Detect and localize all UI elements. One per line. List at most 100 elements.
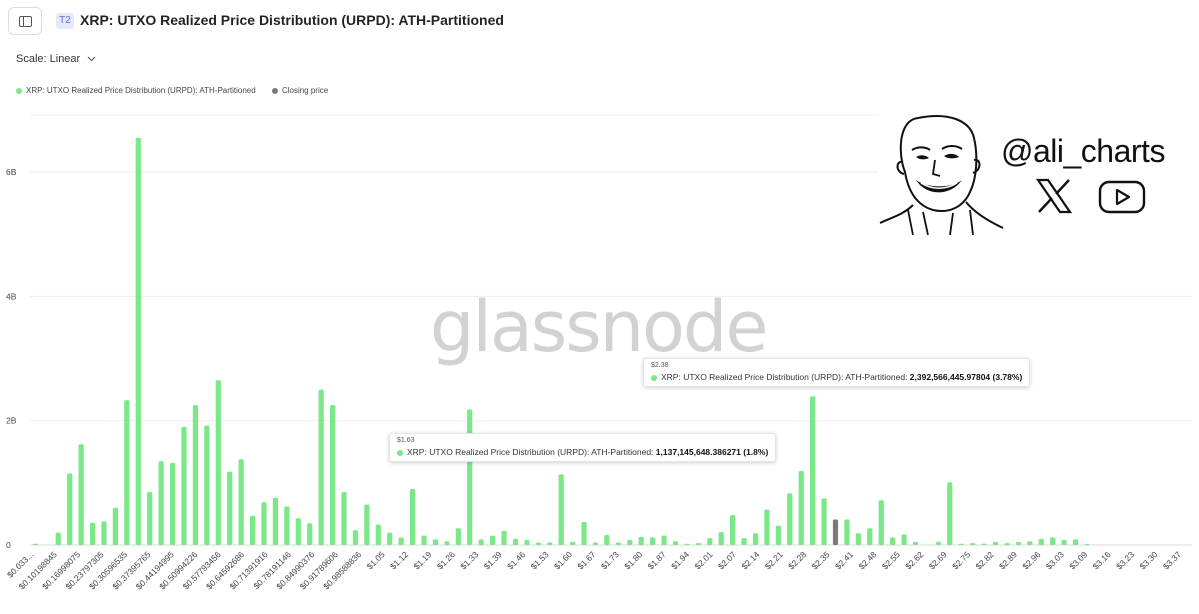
x-tick-label: $2.75 xyxy=(950,549,972,571)
urpd-bar xyxy=(730,515,736,545)
urpd-bar xyxy=(192,405,199,545)
closing-price-bar xyxy=(832,519,839,545)
urpd-bar xyxy=(570,541,576,545)
x-tick-label: $2.21 xyxy=(763,549,785,571)
urpd-chart: 02B4B6B$0.033...$0.10198845$0.16998075$0… xyxy=(5,114,1192,592)
y-tick-label: 4B xyxy=(6,291,17,301)
x-tick-label: $1.19 xyxy=(411,549,433,571)
urpd-bar xyxy=(1027,541,1033,545)
x-tick-label: $2.35 xyxy=(810,549,832,571)
urpd-bar xyxy=(890,537,896,545)
urpd-bar xyxy=(512,538,519,545)
urpd-bar xyxy=(787,493,793,545)
ali-charts-logo xyxy=(878,110,1199,235)
x-tick-label: $2.69 xyxy=(927,549,949,571)
tooltip-hover-bar: $1.63 XRP: UTXO Realized Price Distribut… xyxy=(389,433,777,462)
tooltip-value: 2,392,566,445.97804 (3.78%) xyxy=(909,372,1023,382)
sidebar-panel-icon xyxy=(19,16,32,27)
x-tick-label: $3.09 xyxy=(1067,549,1089,571)
urpd-bar xyxy=(558,474,564,545)
x-tick-label: $2.89 xyxy=(997,549,1019,571)
y-tick-label: 6B xyxy=(6,167,17,177)
urpd-bar xyxy=(284,506,290,545)
urpd-bar xyxy=(387,532,393,545)
tooltip-price: $2.38 xyxy=(651,362,669,369)
urpd-bar xyxy=(718,531,724,545)
urpd-bar xyxy=(775,525,781,545)
tooltip-swatch xyxy=(397,449,403,456)
urpd-bar xyxy=(912,541,919,545)
urpd-bar xyxy=(421,535,427,545)
x-tick-label: $2.14 xyxy=(739,549,761,571)
urpd-bar xyxy=(204,425,210,545)
x-tick-label: $1.73 xyxy=(599,549,621,571)
urpd-bar xyxy=(638,536,644,545)
urpd-bar xyxy=(604,535,610,545)
tooltip-swatch xyxy=(651,374,657,381)
urpd-bar xyxy=(158,461,164,545)
urpd-bar xyxy=(329,405,336,545)
tooltip-price: $1.63 xyxy=(397,437,415,444)
urpd-bar xyxy=(581,521,587,545)
urpd-bar xyxy=(764,509,770,545)
x-tick-label: $3.30 xyxy=(1137,549,1159,571)
urpd-bar xyxy=(455,528,461,545)
urpd-bar xyxy=(650,537,656,545)
tooltip-closing-price: $2.38 XRP: UTXO Realized Price Distribut… xyxy=(643,358,1031,387)
urpd-bar xyxy=(524,540,530,545)
legend-item-closing-price[interactable]: Closing price xyxy=(271,86,329,95)
urpd-bar xyxy=(249,515,256,545)
urpd-bar xyxy=(67,473,73,545)
urpd-bar xyxy=(478,539,484,545)
urpd-bar xyxy=(535,542,541,545)
legend-item-urpd[interactable]: XRP: UTXO Realized Price Distribution (U… xyxy=(16,86,256,95)
x-tick-label: $1.53 xyxy=(529,549,551,571)
youtube-icon[interactable] xyxy=(1098,179,1146,215)
urpd-bar xyxy=(432,539,439,545)
x-tick-label: $3.23 xyxy=(1114,549,1136,571)
urpd-bar xyxy=(261,502,267,545)
tooltip-series: XRP: UTXO Realized Price Distribution (U… xyxy=(407,447,654,457)
urpd-bar xyxy=(901,534,907,545)
urpd-bar xyxy=(672,541,679,545)
scale-label: Scale: Linear xyxy=(16,53,81,65)
urpd-bar xyxy=(615,542,621,545)
urpd-bar xyxy=(295,518,301,545)
urpd-bar xyxy=(592,542,599,545)
x-tick-label: $1.26 xyxy=(435,549,457,571)
urpd-bar xyxy=(855,533,861,545)
x-logo-icon[interactable] xyxy=(1035,178,1073,214)
top-bar: T2 XRP: UTXO Realized Price Distribution… xyxy=(0,0,1199,42)
chart-legend: XRP: UTXO Realized Price Distribution (U… xyxy=(16,86,342,95)
scale-dropdown[interactable]: Scale: Linear xyxy=(16,53,96,65)
urpd-bar xyxy=(981,543,987,545)
legend-label-closing-price: Closing price xyxy=(281,86,329,95)
urpd-bar xyxy=(238,459,244,545)
y-tick-label: 2B xyxy=(6,416,17,426)
urpd-bar xyxy=(490,535,496,545)
urpd-bar xyxy=(1050,537,1056,545)
x-tick-label: $2.01 xyxy=(692,549,714,571)
urpd-bar xyxy=(1015,541,1021,545)
sidebar-toggle-button[interactable] xyxy=(8,7,42,35)
urpd-bar xyxy=(878,500,884,545)
urpd-bar xyxy=(958,543,964,545)
urpd-bar xyxy=(135,137,141,545)
urpd-bar xyxy=(78,444,84,545)
urpd-bar xyxy=(501,530,507,545)
urpd-bar xyxy=(627,540,633,545)
legend-swatch-closing-price xyxy=(271,87,278,94)
urpd-bar xyxy=(89,522,96,545)
urpd-bar xyxy=(55,532,61,545)
urpd-bar xyxy=(741,538,747,545)
urpd-bar xyxy=(375,524,381,545)
urpd-bar xyxy=(684,543,690,545)
urpd-bar xyxy=(1072,539,1079,545)
urpd-bar xyxy=(695,543,701,545)
urpd-bar xyxy=(1038,538,1044,545)
urpd-bar xyxy=(215,380,221,545)
urpd-bar xyxy=(444,541,450,545)
urpd-bar xyxy=(947,482,953,545)
x-tick-label: $1.67 xyxy=(575,549,597,571)
x-tick-label: $2.62 xyxy=(903,549,925,571)
